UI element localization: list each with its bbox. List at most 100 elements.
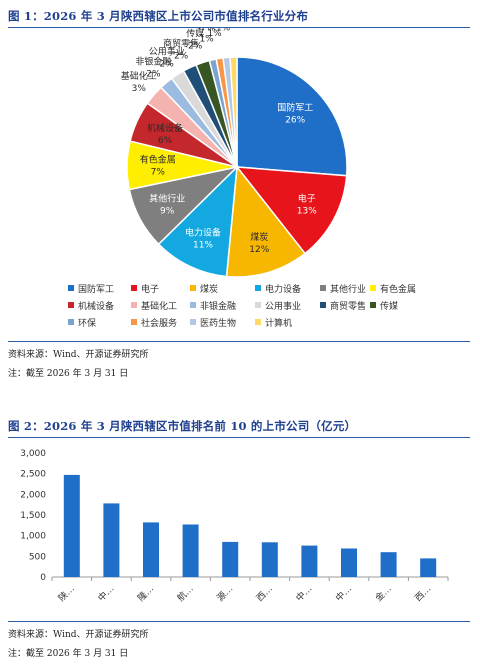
pie-label-name-0: 国防军工 <box>277 101 313 113</box>
y-tick-label-5: 2,500 <box>20 470 46 480</box>
legend-label-13: 社会服务 <box>141 317 177 329</box>
y-tick-label-4: 2,000 <box>20 490 46 500</box>
legend-label-3: 电力设备 <box>265 283 301 295</box>
legend-label-14: 医药生物 <box>200 317 236 329</box>
bar-2 <box>143 522 159 577</box>
legend-swatch-3 <box>255 285 261 291</box>
pie-label-pct-4: 9% <box>160 206 175 216</box>
x-tick-label-5: 西… <box>254 583 275 604</box>
pie-chart: 国防军工 26% 电子 13% 煤炭 12% 电力设备 11% 其他行业 9% 有色金属 7% 机械设备… <box>68 28 416 329</box>
bar-9 <box>420 558 437 577</box>
pie-label-pct-0: 26% <box>285 115 305 125</box>
pie-label-name-10: 商贸零售 <box>163 38 199 50</box>
legend-swatch-11 <box>370 302 376 308</box>
bar-0 <box>63 474 80 577</box>
legend-swatch-6 <box>68 302 74 308</box>
pie-label-pct-12: 1% <box>199 34 214 44</box>
legend-label-10: 商贸零售 <box>330 300 366 312</box>
legend-label-8: 非银金融 <box>200 300 236 312</box>
fig2-title-rule <box>8 437 470 438</box>
bar-8 <box>380 552 397 577</box>
x-tick-label-3: 航… <box>174 583 195 604</box>
bar-5 <box>261 542 278 577</box>
pie-label-pct-13: 1% <box>207 29 222 39</box>
pie-slice-3 <box>157 165 238 278</box>
fig1-title-rule <box>8 27 470 28</box>
pie-label-pct-7: 3% <box>132 84 147 94</box>
pie-label-name-6: 机械设备 <box>147 122 183 134</box>
pie-label-pct-1: 13% <box>297 206 317 216</box>
legend-swatch-4 <box>320 285 326 291</box>
pie-label-pct-11: 2% <box>188 42 203 52</box>
legend-label-9: 公用事业 <box>265 300 301 312</box>
legend-swatch-9 <box>255 302 261 308</box>
pie-slice-0 <box>236 56 348 177</box>
x-tick-label-1: 中… <box>95 583 116 604</box>
bar-7 <box>341 548 357 577</box>
x-tick-label-8: 金… <box>372 583 393 604</box>
legend-label-12: 环保 <box>78 317 96 329</box>
fig1-note: 注：截至 2026 年 3 月 31 日 <box>8 369 129 379</box>
pie-label-pct-3: 11% <box>193 241 213 251</box>
pie-label-pct-9: 2% <box>160 60 175 70</box>
bar-6 <box>301 545 318 577</box>
pie-label-pct-10: 2% <box>174 52 189 62</box>
pie-label-pct-8: 2% <box>146 69 161 79</box>
y-tick-label-1: 500 <box>29 552 46 562</box>
fig2-title: 图 2：2026 年 3 月陕西辖区市值排名前 10 的上市公司（亿元） <box>8 419 357 433</box>
legend-swatch-1 <box>131 285 137 291</box>
legend-label-2: 煤炭 <box>200 283 218 295</box>
legend-swatch-14 <box>190 319 196 325</box>
legend-label-6: 机械设备 <box>78 300 114 312</box>
x-tick-label-4: 源… <box>215 583 236 604</box>
pie-label-name-11: 传媒 <box>186 28 204 40</box>
pie-label-name-1: 电子 <box>298 192 316 204</box>
legend-swatch-2 <box>190 285 196 291</box>
legend-swatch-7 <box>131 302 137 308</box>
pie-slice-15 <box>229 56 238 168</box>
x-tick-label-2: 隆… <box>135 583 156 604</box>
x-tick-label-6: 中… <box>293 583 314 604</box>
legend-label-4: 其他行业 <box>330 283 366 295</box>
legend-label-0: 国防军工 <box>78 283 114 295</box>
x-tick-label-7: 中… <box>333 583 354 604</box>
fig1-bottom-rule <box>8 341 470 342</box>
legend-swatch-12 <box>68 319 74 325</box>
y-tick-label-2: 1,000 <box>20 532 46 542</box>
legend-label-1: 电子 <box>141 283 159 295</box>
pie-label-pct-15: 1% <box>225 28 240 29</box>
pie-label-name-4: 其他行业 <box>149 192 185 204</box>
legend-label-11: 传媒 <box>380 300 398 312</box>
pie-label-name-7: 基础化工 <box>121 70 157 82</box>
x-tick-label-9: 西… <box>413 583 434 604</box>
pie-label-name-8: 非银金融 <box>135 55 171 67</box>
legend-label-7: 基础化工 <box>141 300 177 312</box>
legend-label-5: 有色金属 <box>380 283 416 295</box>
fig2-source: 资料来源：Wind、开源证券研究所 <box>8 630 149 640</box>
pie-label-pct-2: 12% <box>249 245 269 255</box>
legend-swatch-10 <box>320 302 326 308</box>
legend-swatch-0 <box>68 285 74 291</box>
bar-4 <box>222 541 239 577</box>
pie-slice-2 <box>225 165 307 278</box>
pie-label-name-9: 公用事业 <box>149 46 185 58</box>
bar-1 <box>103 503 120 577</box>
x-tick-label-0: 陕… <box>56 583 77 604</box>
fig2-bottom-rule <box>8 621 470 622</box>
pie-label-name-2: 煤炭 <box>250 231 268 243</box>
legend-swatch-8 <box>190 302 196 308</box>
fig1-title: 图 1：2026 年 3 月陕西辖区上市公司市值排名行业分布 <box>8 9 309 23</box>
fig2-note: 注：截至 2026 年 3 月 31 日 <box>8 649 129 659</box>
pie-label-name-3: 电力设备 <box>185 227 221 239</box>
legend-swatch-15 <box>255 319 261 325</box>
legend-label-15: 计算机 <box>265 317 292 329</box>
y-tick-label-6: 3,000 <box>20 449 46 459</box>
y-tick-label-0: 0 <box>40 573 46 583</box>
pie-label-name-5: 有色金属 <box>140 154 176 166</box>
legend-swatch-13 <box>131 319 137 325</box>
pie-slice-1 <box>235 166 348 255</box>
pie-label-pct-5: 7% <box>151 168 166 178</box>
pie-label-pct-6: 6% <box>158 136 173 146</box>
y-tick-label-3: 1,500 <box>20 511 46 521</box>
bar-3 <box>182 524 199 577</box>
